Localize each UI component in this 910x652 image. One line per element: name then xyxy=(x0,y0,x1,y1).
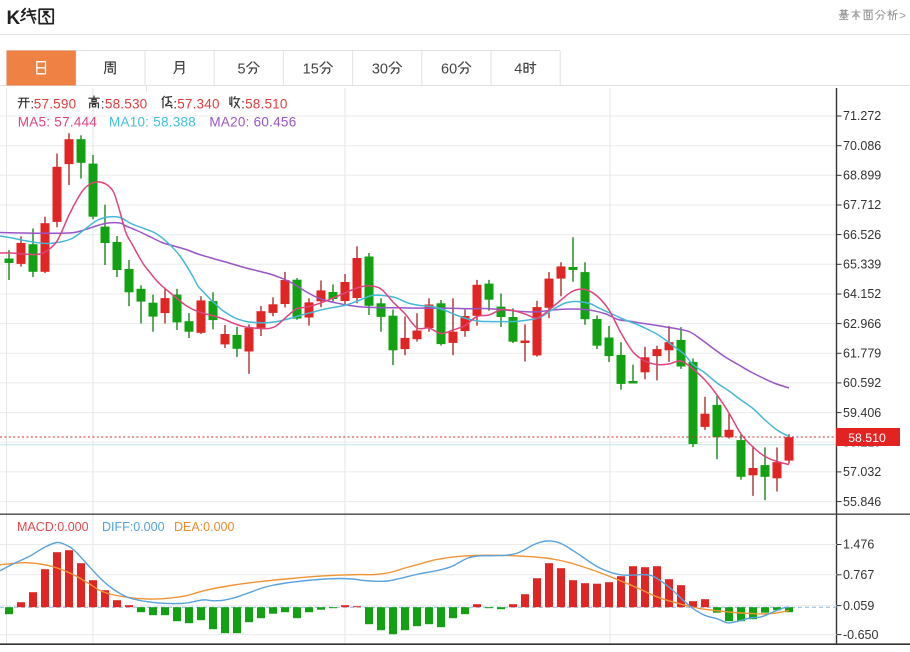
svg-text:5: 5 xyxy=(238,62,246,78)
svg-text:59.406: 59.406 xyxy=(843,406,881,420)
svg-text:55.846: 55.846 xyxy=(843,495,881,509)
svg-text:0.059: 0.059 xyxy=(843,599,874,613)
svg-text:65.339: 65.339 xyxy=(843,258,881,272)
svg-text:60: 60 xyxy=(441,62,457,78)
svg-text:58.510: 58.510 xyxy=(245,97,288,112)
svg-text:66.526: 66.526 xyxy=(843,228,881,242)
svg-text:DIFF:0.000: DIFF:0.000 xyxy=(102,520,165,534)
svg-text:57.032: 57.032 xyxy=(843,465,881,479)
svg-text:58.530: 58.530 xyxy=(105,97,147,112)
svg-text:DEA:0.000: DEA:0.000 xyxy=(174,520,235,534)
svg-text:57.340: 57.340 xyxy=(177,97,220,112)
svg-text:57.590: 57.590 xyxy=(34,97,77,112)
svg-text:4: 4 xyxy=(514,62,522,78)
svg-text:15: 15 xyxy=(303,62,319,78)
svg-text::: : xyxy=(173,97,177,112)
svg-text:MACD:0.000: MACD:0.000 xyxy=(17,520,89,534)
svg-text::: : xyxy=(30,97,34,112)
svg-text:MA5: 57.444: MA5: 57.444 xyxy=(18,115,98,130)
svg-text:58.510: 58.510 xyxy=(848,431,886,445)
svg-text:61.779: 61.779 xyxy=(843,346,881,360)
svg-text:71.272: 71.272 xyxy=(843,109,881,123)
svg-text:68.899: 68.899 xyxy=(843,169,881,183)
svg-text:0.767: 0.767 xyxy=(843,568,874,582)
svg-text:-0.650: -0.650 xyxy=(843,628,878,642)
svg-text:62.966: 62.966 xyxy=(843,317,881,331)
svg-text:64.152: 64.152 xyxy=(843,287,881,301)
svg-text:>: > xyxy=(899,9,906,23)
svg-text:K: K xyxy=(7,8,21,29)
svg-text:30: 30 xyxy=(372,62,388,78)
svg-text::: : xyxy=(241,97,245,112)
svg-text:MA10: 58.388: MA10: 58.388 xyxy=(109,115,196,130)
svg-text:1.476: 1.476 xyxy=(843,538,874,552)
svg-text:70.086: 70.086 xyxy=(843,139,881,153)
svg-text:MA20: 60.456: MA20: 60.456 xyxy=(209,115,296,130)
svg-text:60.592: 60.592 xyxy=(843,376,881,390)
svg-text:67.712: 67.712 xyxy=(843,198,881,212)
svg-text::: : xyxy=(101,97,105,112)
